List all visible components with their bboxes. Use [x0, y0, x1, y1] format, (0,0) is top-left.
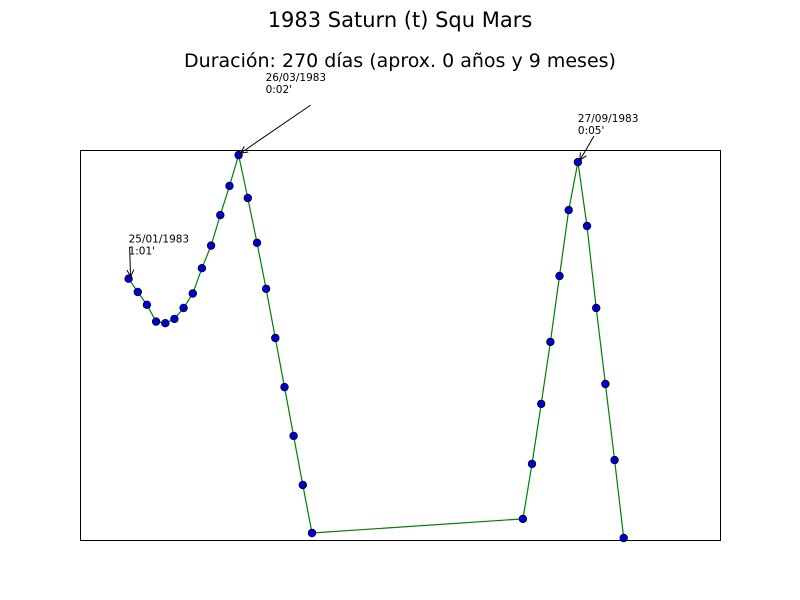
data-point [546, 337, 555, 347]
data-point [564, 205, 573, 215]
data-point [518, 514, 528, 524]
annotation-arrow [580, 135, 595, 160]
data-point [170, 314, 179, 324]
data-point [555, 271, 564, 281]
annotation-arrow [130, 246, 131, 277]
annotation-value: 1:01' [129, 246, 155, 258]
chart-subtitle: Duración: 270 días (aprox. 0 años y 9 me… [184, 50, 616, 72]
data-point [225, 181, 234, 191]
data-point [619, 533, 628, 543]
annotation-value: 0:02' [266, 84, 292, 96]
data-point [252, 238, 262, 247]
data-point [307, 528, 317, 538]
data-point [527, 459, 537, 469]
data-point [592, 303, 601, 313]
plot-frame [80, 150, 721, 541]
series-line [128, 154, 625, 539]
data-point [243, 193, 252, 203]
data-point [142, 300, 152, 309]
annotation-date: 25/01/1983 [129, 234, 190, 246]
data-point [188, 289, 197, 298]
data-point [161, 319, 170, 328]
data-point [610, 455, 619, 465]
data-point [133, 287, 142, 297]
data-point [216, 210, 225, 220]
data-point [582, 221, 592, 231]
data-point [271, 333, 280, 343]
data-point [289, 431, 298, 441]
data-point [151, 317, 161, 326]
annotation-value: 0:05' [578, 125, 604, 137]
data-point [197, 264, 207, 273]
annotation-date: 27/09/1983 [578, 113, 639, 125]
data-point [206, 241, 216, 250]
chart-title: 1983 Saturn (t) Squ Mars [267, 8, 533, 32]
data-point [280, 382, 289, 392]
data-point [537, 399, 546, 409]
data-point [298, 480, 307, 490]
data-point [601, 379, 610, 389]
data-point [261, 284, 271, 293]
data-point [124, 274, 133, 283]
annotation-date: 26/03/1983 [266, 72, 327, 84]
data-point [179, 303, 188, 313]
annotation-arrow [241, 104, 311, 153]
